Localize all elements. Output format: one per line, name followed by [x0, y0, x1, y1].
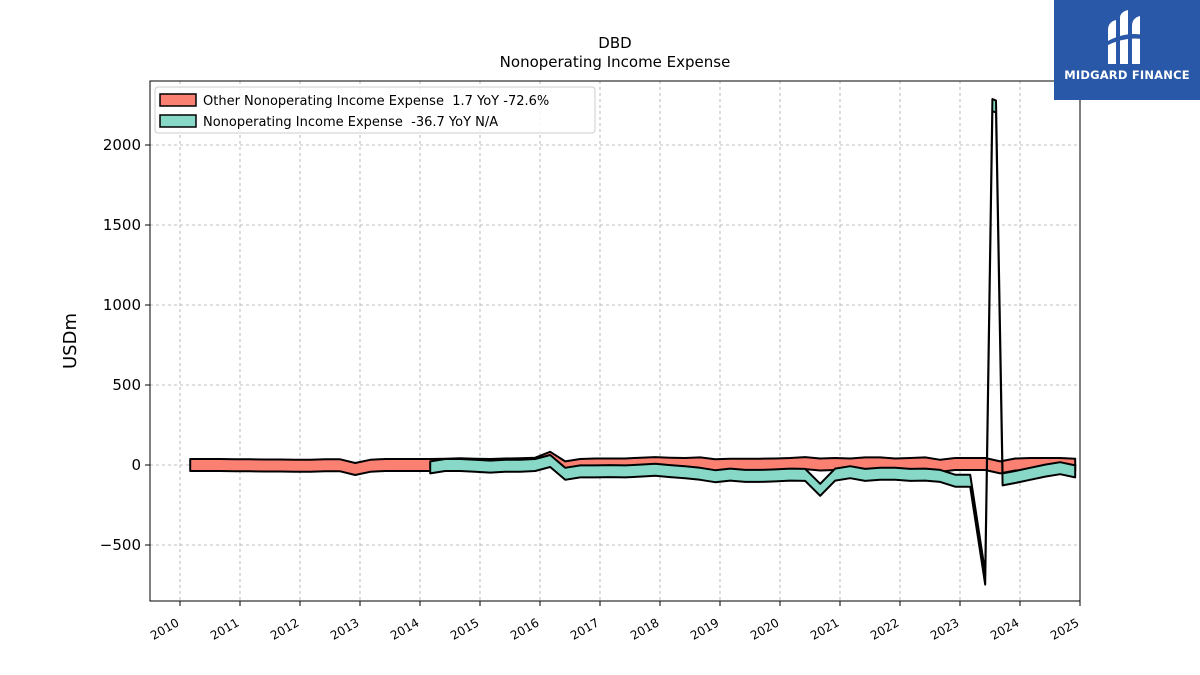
midgard-logo-icon [1106, 10, 1148, 64]
logo-text: MIDGARD FINANCE [1064, 68, 1190, 82]
y-tick-label: 2000 [103, 136, 141, 154]
chart-title: DBD [598, 34, 631, 52]
legend-label-nonoperating: Nonoperating Income Expense -36.7 YoY N/… [203, 115, 498, 130]
y-tick-label: 0 [131, 456, 141, 474]
brand-logo: MIDGARD FINANCE [1054, 0, 1200, 100]
plot-area [189, 98, 1077, 586]
legend: Other Nonoperating Income Expense 1.7 Yo… [154, 86, 596, 134]
y-tick-label: −500 [100, 536, 141, 554]
legend-swatch-nonoperating [159, 114, 197, 128]
series-band-1 [429, 98, 1077, 586]
legend-swatch-other-nonoperating [159, 93, 197, 107]
y-tick-label: 500 [112, 376, 141, 394]
y-axis: −500 0 500 1000 1500 2000 [100, 136, 150, 554]
legend-box [154, 86, 596, 134]
legend-label-other-nonoperating: Other Nonoperating Income Expense 1.7 Yo… [203, 94, 549, 109]
chart-subtitle: Nonoperating Income Expense [500, 53, 731, 71]
y-tick-label: 1500 [103, 216, 141, 234]
y-tick-label: 1000 [103, 296, 141, 314]
y-axis-label: USDm [60, 313, 81, 369]
plot-frame [149, 80, 1081, 602]
